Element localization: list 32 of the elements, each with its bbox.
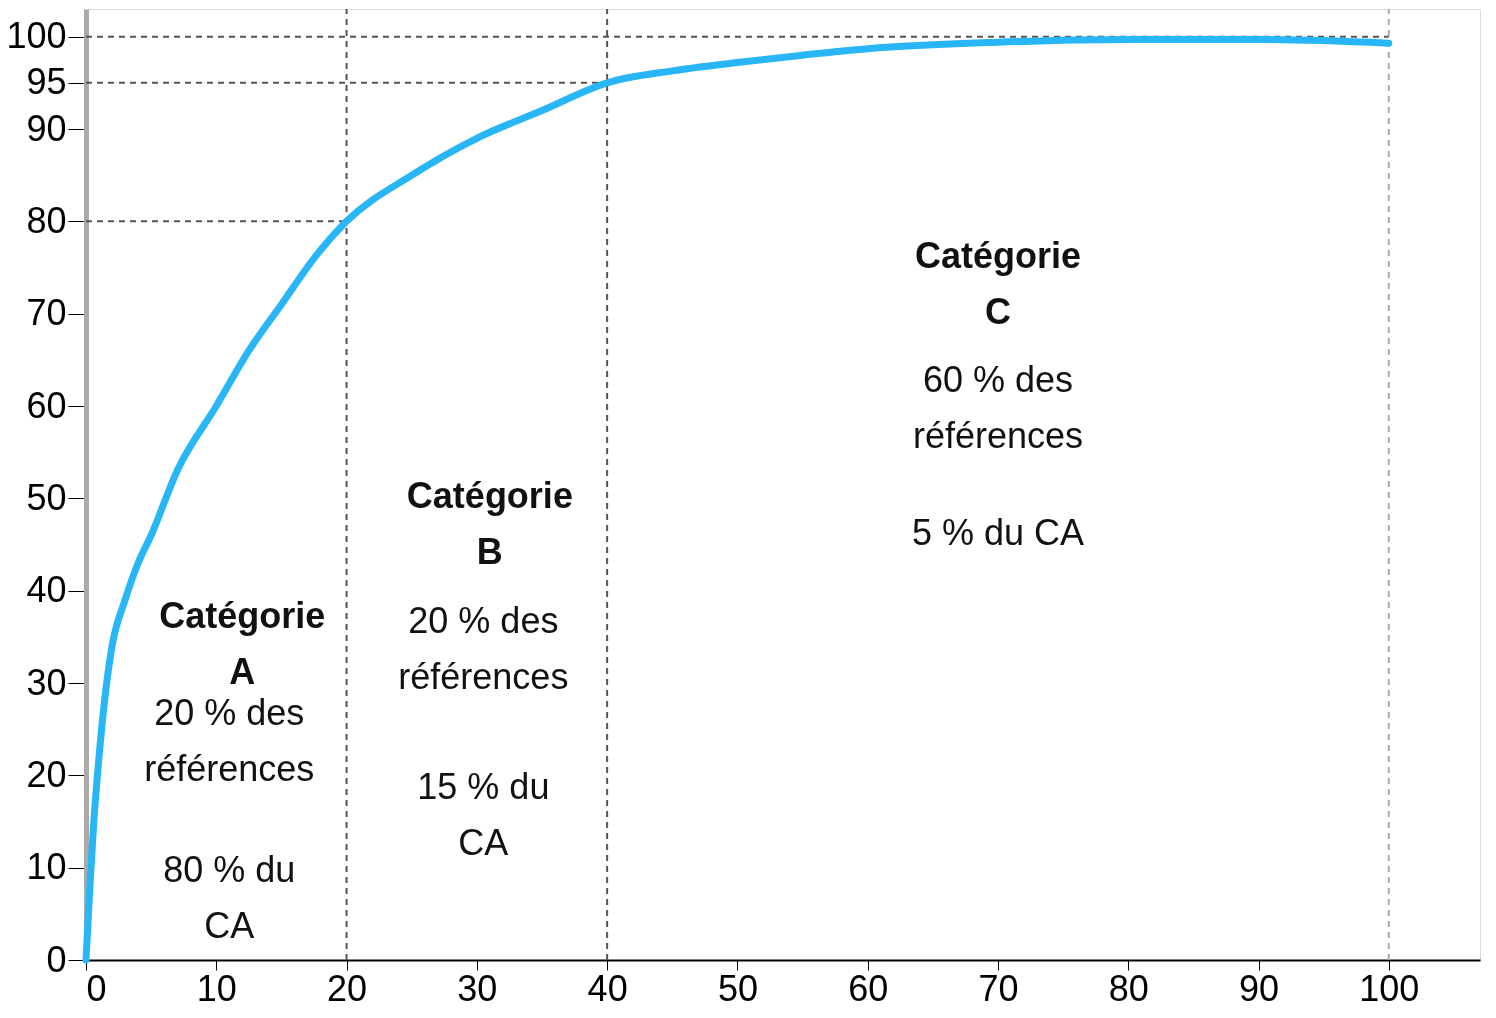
annotation: 20 % des références bbox=[398, 599, 569, 697]
x-tick-label: 0 bbox=[86, 967, 107, 1009]
y-tick-label: 0 bbox=[46, 938, 67, 980]
x-tick-label: 70 bbox=[978, 967, 1019, 1009]
annotation: 80 % du CA bbox=[163, 848, 296, 946]
annotation: 60 % des références bbox=[912, 359, 1084, 457]
x-tick-label: 40 bbox=[587, 967, 628, 1009]
y-tick-label: 70 bbox=[26, 292, 67, 334]
annotation: 20 % des références bbox=[144, 691, 315, 789]
y-tick-label: 30 bbox=[26, 661, 67, 703]
y-tick-label: 40 bbox=[26, 569, 67, 611]
y-tick-label: 60 bbox=[26, 384, 67, 426]
x-tick-label: 80 bbox=[1108, 967, 1149, 1009]
x-tick-label: 90 bbox=[1239, 967, 1280, 1009]
y-tick-label: 20 bbox=[26, 753, 67, 795]
y-tick-label: 100 bbox=[6, 15, 67, 57]
y-tick-label: 50 bbox=[26, 476, 67, 518]
x-tick-label: 60 bbox=[848, 967, 889, 1009]
y-tick-label: 80 bbox=[26, 199, 67, 241]
y-tick-label: 10 bbox=[26, 846, 67, 888]
annotation: Catégorie A bbox=[159, 594, 326, 692]
annotation: Catégorie C bbox=[914, 234, 1081, 332]
annotation: 15 % du CA bbox=[417, 765, 550, 863]
x-tick-label: 30 bbox=[457, 967, 498, 1009]
y-tick-label: 95 bbox=[26, 61, 67, 103]
x-tick-label: 50 bbox=[717, 967, 758, 1009]
annotation: Catégorie B bbox=[406, 474, 573, 572]
x-tick-label: 20 bbox=[327, 967, 368, 1009]
y-tick-label: 90 bbox=[26, 107, 67, 149]
x-tick-label: 10 bbox=[196, 967, 237, 1009]
x-tick-label: 100 bbox=[1359, 967, 1420, 1009]
annotation: 5 % du CA bbox=[911, 511, 1085, 553]
